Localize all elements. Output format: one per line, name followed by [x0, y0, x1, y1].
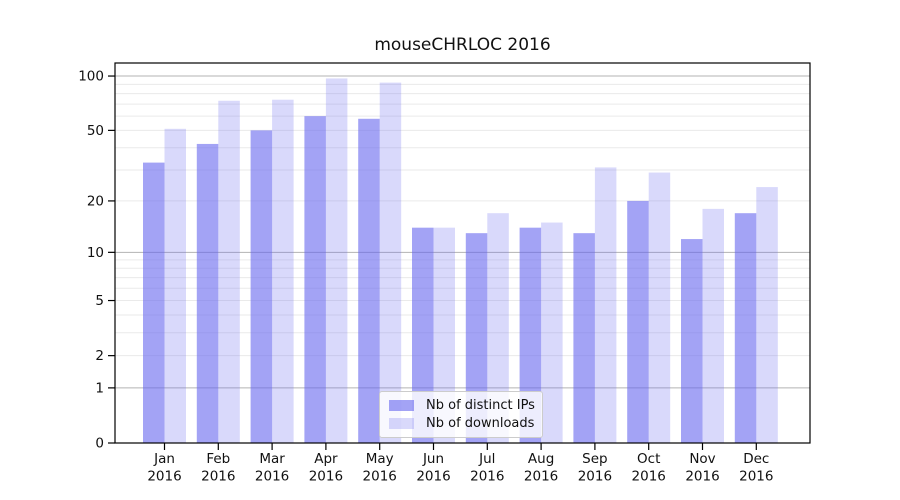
bar-downloads [756, 187, 778, 443]
x-tick-label: Dec 2016 [739, 451, 773, 485]
x-tick-label: Jul 2016 [470, 451, 504, 485]
bar-distinct-ips [519, 227, 542, 443]
y-tick-label: 5 [95, 293, 104, 309]
x-tick-label: Nov 2016 [685, 451, 719, 485]
bar-distinct-ips [196, 143, 219, 443]
y-tick-label: 50 [87, 123, 104, 139]
x-tick-label: Jan 2016 [147, 451, 181, 485]
bar-distinct-ips [250, 130, 273, 443]
chart-title: mouseCHRLOC 2016 [374, 35, 551, 55]
bar-distinct-ips [734, 213, 757, 443]
y-tick-label: 10 [87, 245, 104, 261]
x-tick-label: Aug 2016 [524, 451, 558, 485]
bar-distinct-ips [358, 118, 380, 443]
y-tick-label: 20 [87, 193, 104, 209]
bar-downloads [218, 100, 240, 444]
bar-downloads [164, 128, 186, 443]
x-tick-label: Feb 2016 [201, 451, 235, 485]
bar-distinct-ips [143, 162, 165, 444]
x-tick-label: May 2016 [363, 451, 397, 485]
legend: Nb of distinct IPs Nb of downloads [379, 391, 543, 438]
bar-downloads [487, 213, 509, 443]
legend-swatch-distinct-ips [389, 400, 414, 411]
legend-item-distinct-ips: Nb of distinct IPs [389, 398, 542, 413]
bar-downloads [325, 78, 348, 443]
bar-downloads [702, 208, 724, 443]
bar-distinct-ips [627, 200, 649, 443]
bar-distinct-ips [681, 239, 703, 443]
legend-label-downloads: Nb of downloads [426, 416, 535, 431]
legend-label-distinct-ips: Nb of distinct IPs [426, 398, 535, 413]
x-tick-label: Sep 2016 [578, 451, 612, 485]
x-tick-label: Apr 2016 [309, 451, 343, 485]
y-tick-label: 0 [95, 436, 104, 452]
bar-downloads [648, 172, 671, 444]
axes-spines [114, 62, 811, 444]
bar-distinct-ips [412, 227, 434, 443]
bar-downloads [433, 227, 455, 443]
bar-downloads [541, 222, 563, 443]
legend-swatch-downloads [389, 418, 414, 429]
x-tick-label: Jun 2016 [416, 451, 450, 485]
legend-item-downloads: Nb of downloads [389, 416, 542, 431]
bar-distinct-ips [465, 233, 488, 443]
y-tick-label: 2 [95, 348, 104, 364]
x-tick-label: Mar 2016 [255, 451, 289, 485]
y-tick-label: 1 [95, 380, 104, 396]
bar-downloads [379, 82, 402, 443]
bar-distinct-ips [304, 116, 326, 444]
bar-downloads [272, 99, 294, 443]
bar-downloads [594, 167, 617, 443]
x-tick-label: Oct 2016 [632, 451, 666, 485]
bar-distinct-ips [573, 233, 595, 443]
y-tick-label: 100 [78, 69, 104, 85]
